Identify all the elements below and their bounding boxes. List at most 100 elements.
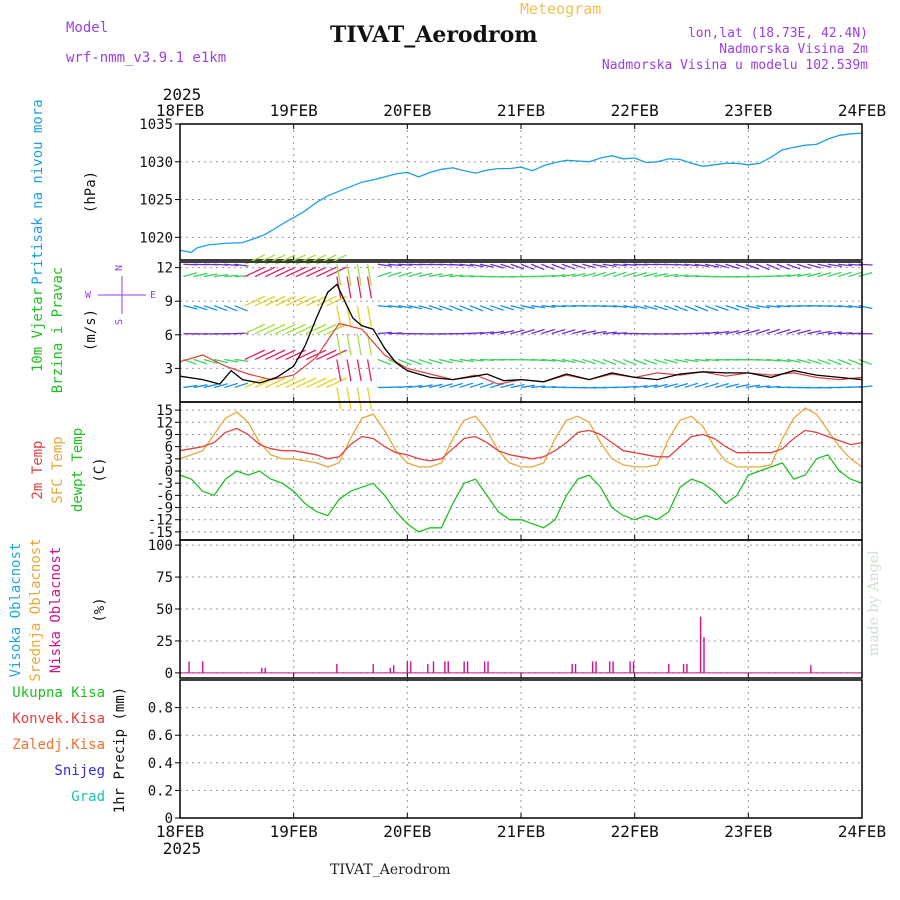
wind-barb [244, 323, 266, 335]
wind-barb [725, 383, 740, 389]
wind-barb [531, 358, 546, 362]
clouds-ytick-label: 50 [156, 602, 173, 618]
wind-barb [428, 383, 443, 389]
wind-barb [776, 305, 791, 308]
wind-barb [285, 323, 306, 335]
wind-barb [571, 358, 586, 364]
wind-barb [316, 377, 337, 389]
wind-barb [653, 358, 668, 365]
bottom-xtick-label: 24FEB [838, 822, 886, 841]
wind-barb [387, 305, 402, 309]
wind-barb [674, 305, 688, 312]
wind-barb [817, 271, 832, 278]
wind-barb [500, 329, 515, 335]
model-name: wrf-nmm_v3.9.1 e1km [66, 50, 227, 66]
wind-barb [858, 271, 873, 278]
wind-barb [623, 271, 637, 278]
temperature-ytick-label: 12 [156, 415, 173, 431]
wind-barb [643, 305, 658, 310]
wind-barb [449, 382, 463, 389]
wind-barb [356, 264, 362, 287]
wind-barb [623, 305, 638, 309]
wind-barb [398, 263, 413, 266]
temperature-ytick-label: 15 [156, 403, 173, 419]
wind-barb [408, 305, 423, 310]
wind-barb [356, 305, 362, 328]
wind-barb [418, 272, 433, 278]
wind-barb [725, 263, 740, 270]
pressure-ytick-label: 1020 [139, 230, 173, 246]
wind-axis-label-1: Brzina i Pravac [50, 267, 66, 393]
wind-barb [346, 333, 352, 356]
clouds-ytick-label: 25 [156, 634, 173, 650]
wind-barb [633, 272, 648, 278]
wind-barb [439, 273, 454, 278]
wind-barb [346, 276, 352, 299]
wind-barb [326, 323, 347, 335]
wind-barb [848, 305, 863, 309]
bottom-xtick-label: 20FEB [383, 822, 431, 841]
wind-barb [377, 263, 392, 267]
wind-barb [848, 358, 862, 366]
wind-barb [766, 385, 781, 389]
wind-barb [305, 295, 327, 307]
temperature-series-sfc-temp [179, 407, 863, 468]
temperature-ytick-label: 0 [165, 464, 173, 480]
wind-barb [541, 328, 555, 335]
wind-barb [827, 358, 842, 366]
wind-barb [449, 305, 463, 312]
wind-barb [224, 263, 239, 267]
wind-barb [786, 329, 801, 335]
wind-barb [408, 358, 422, 365]
wind-barb [776, 274, 791, 278]
wind-barb [510, 329, 525, 335]
wind-barb [520, 384, 535, 389]
wind-barb [531, 328, 545, 335]
wind-barb [756, 328, 770, 335]
precip-legend-item: Zaledj.Kisa [12, 737, 105, 753]
precip-legend-item: Snijeg [54, 763, 105, 779]
station-lonlat: lon,lat (18.73E, 42.4N) [687, 26, 868, 41]
wind-barb [469, 263, 484, 268]
wind-barb [469, 305, 484, 312]
wind-barb [224, 274, 239, 278]
wind-barb [316, 266, 337, 278]
wind-barb [807, 263, 822, 269]
wind-barb [786, 263, 801, 270]
compass-south: S [114, 319, 125, 325]
clouds-ytick-label: 0 [165, 666, 173, 682]
bottom-xtick-label: 21FEB [497, 822, 545, 841]
wind-barb [418, 358, 433, 365]
wind-barb [398, 271, 412, 278]
wind-barb [285, 266, 306, 278]
wind-barb [725, 305, 740, 311]
wind-barb [582, 330, 597, 335]
top-xtick-label: 24FEB [838, 101, 886, 120]
wind-barb [439, 358, 453, 364]
wind-barb [377, 305, 392, 308]
wind-barb [500, 383, 515, 389]
wind-barb [664, 273, 679, 278]
top-xtick-label: 18FEB [156, 101, 204, 120]
pressure-ytick-label: 1035 [139, 117, 173, 133]
wind-barb [520, 329, 535, 335]
wind-barb [264, 323, 286, 335]
wind-barb [203, 383, 218, 389]
wind-barb [418, 305, 433, 311]
wind-barb [848, 263, 863, 266]
top-xtick-label: 23FEB [724, 101, 772, 120]
wind-barb [592, 271, 607, 278]
wind-barb [694, 332, 709, 335]
wind-barb [756, 358, 771, 362]
wind-barb [664, 383, 678, 389]
wind-barb [766, 358, 781, 362]
pressure-axis-label-0: Pritisak na nivou mora [30, 99, 46, 284]
wind-barb [428, 305, 443, 311]
wind-barb [346, 387, 352, 410]
wind-barb [797, 263, 811, 270]
wind-barb [817, 263, 832, 268]
wind-barb [449, 263, 464, 267]
bottom-xtick-label: 19FEB [270, 822, 318, 841]
wind-barb [459, 382, 474, 389]
wind-barb [490, 305, 504, 311]
